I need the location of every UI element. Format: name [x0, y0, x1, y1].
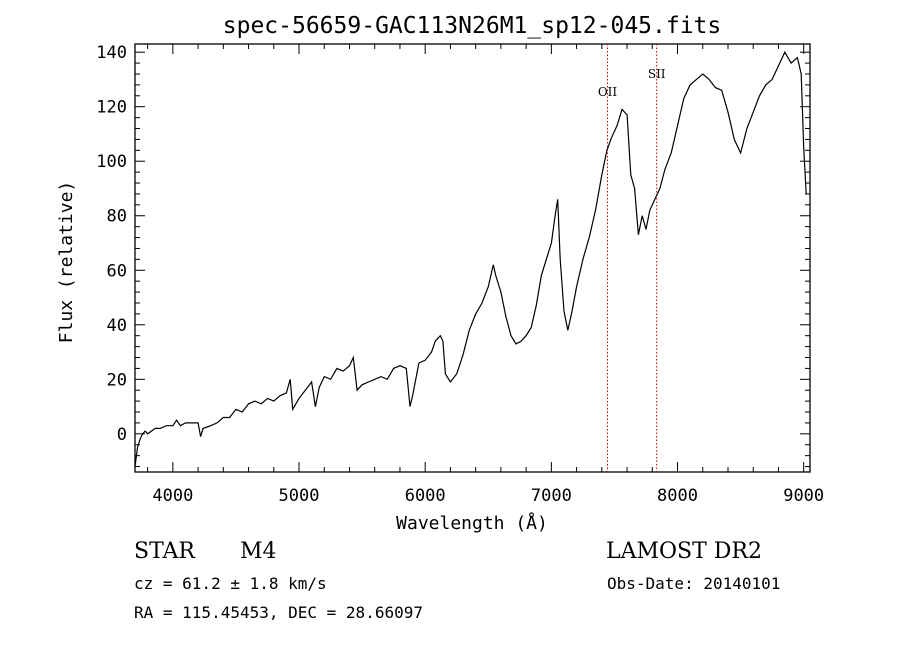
marker-label-oii: OII	[598, 85, 618, 99]
x-tick-label: 6000	[405, 486, 446, 506]
y-tick-label: 0	[117, 425, 127, 445]
chart-title: spec-56659-GAC113N26M1_sp12-045.fits	[223, 13, 722, 39]
y-tick-label: 140	[96, 43, 127, 63]
survey-name: LAMOST DR2	[606, 539, 762, 564]
spectral-subclass: M4	[240, 539, 277, 564]
line-markers: OII SII	[598, 44, 666, 472]
y-tick-label: 80	[107, 207, 127, 227]
y-axis-label: Flux (relative)	[56, 181, 77, 344]
observation-date: Obs-Date: 20140101	[607, 574, 781, 593]
plot-frame	[134, 43, 811, 473]
marker-label-sii: SII	[648, 67, 666, 81]
y-tick-label: 60	[107, 261, 127, 281]
x-tick-label: 9000	[783, 486, 824, 506]
y-tick-label: 100	[96, 152, 127, 172]
x-axis-ticks: 4000 5000 6000 7000 8000 9000	[147, 44, 824, 506]
ra-dec-coordinates: RA = 115.45453, DEC = 28.66097	[134, 603, 423, 622]
redshift-cz: cz = 61.2 ± 1.8 km/s	[134, 574, 327, 593]
x-tick-label: 7000	[531, 486, 572, 506]
x-tick-label: 5000	[279, 486, 320, 506]
x-tick-label: 8000	[657, 486, 698, 506]
plot-border	[134, 43, 811, 473]
x-axis-label: Wavelength (Å)	[396, 512, 548, 534]
y-tick-label: 120	[96, 98, 127, 118]
y-tick-label: 20	[107, 370, 127, 390]
object-class: STAR	[134, 539, 195, 564]
x-tick-label: 4000	[152, 486, 193, 506]
y-tick-label: 40	[107, 316, 127, 336]
spectrum-series-line	[134, 50, 807, 467]
y-axis-ticks: 0 20 40 60 80 100 120 140	[96, 43, 810, 468]
